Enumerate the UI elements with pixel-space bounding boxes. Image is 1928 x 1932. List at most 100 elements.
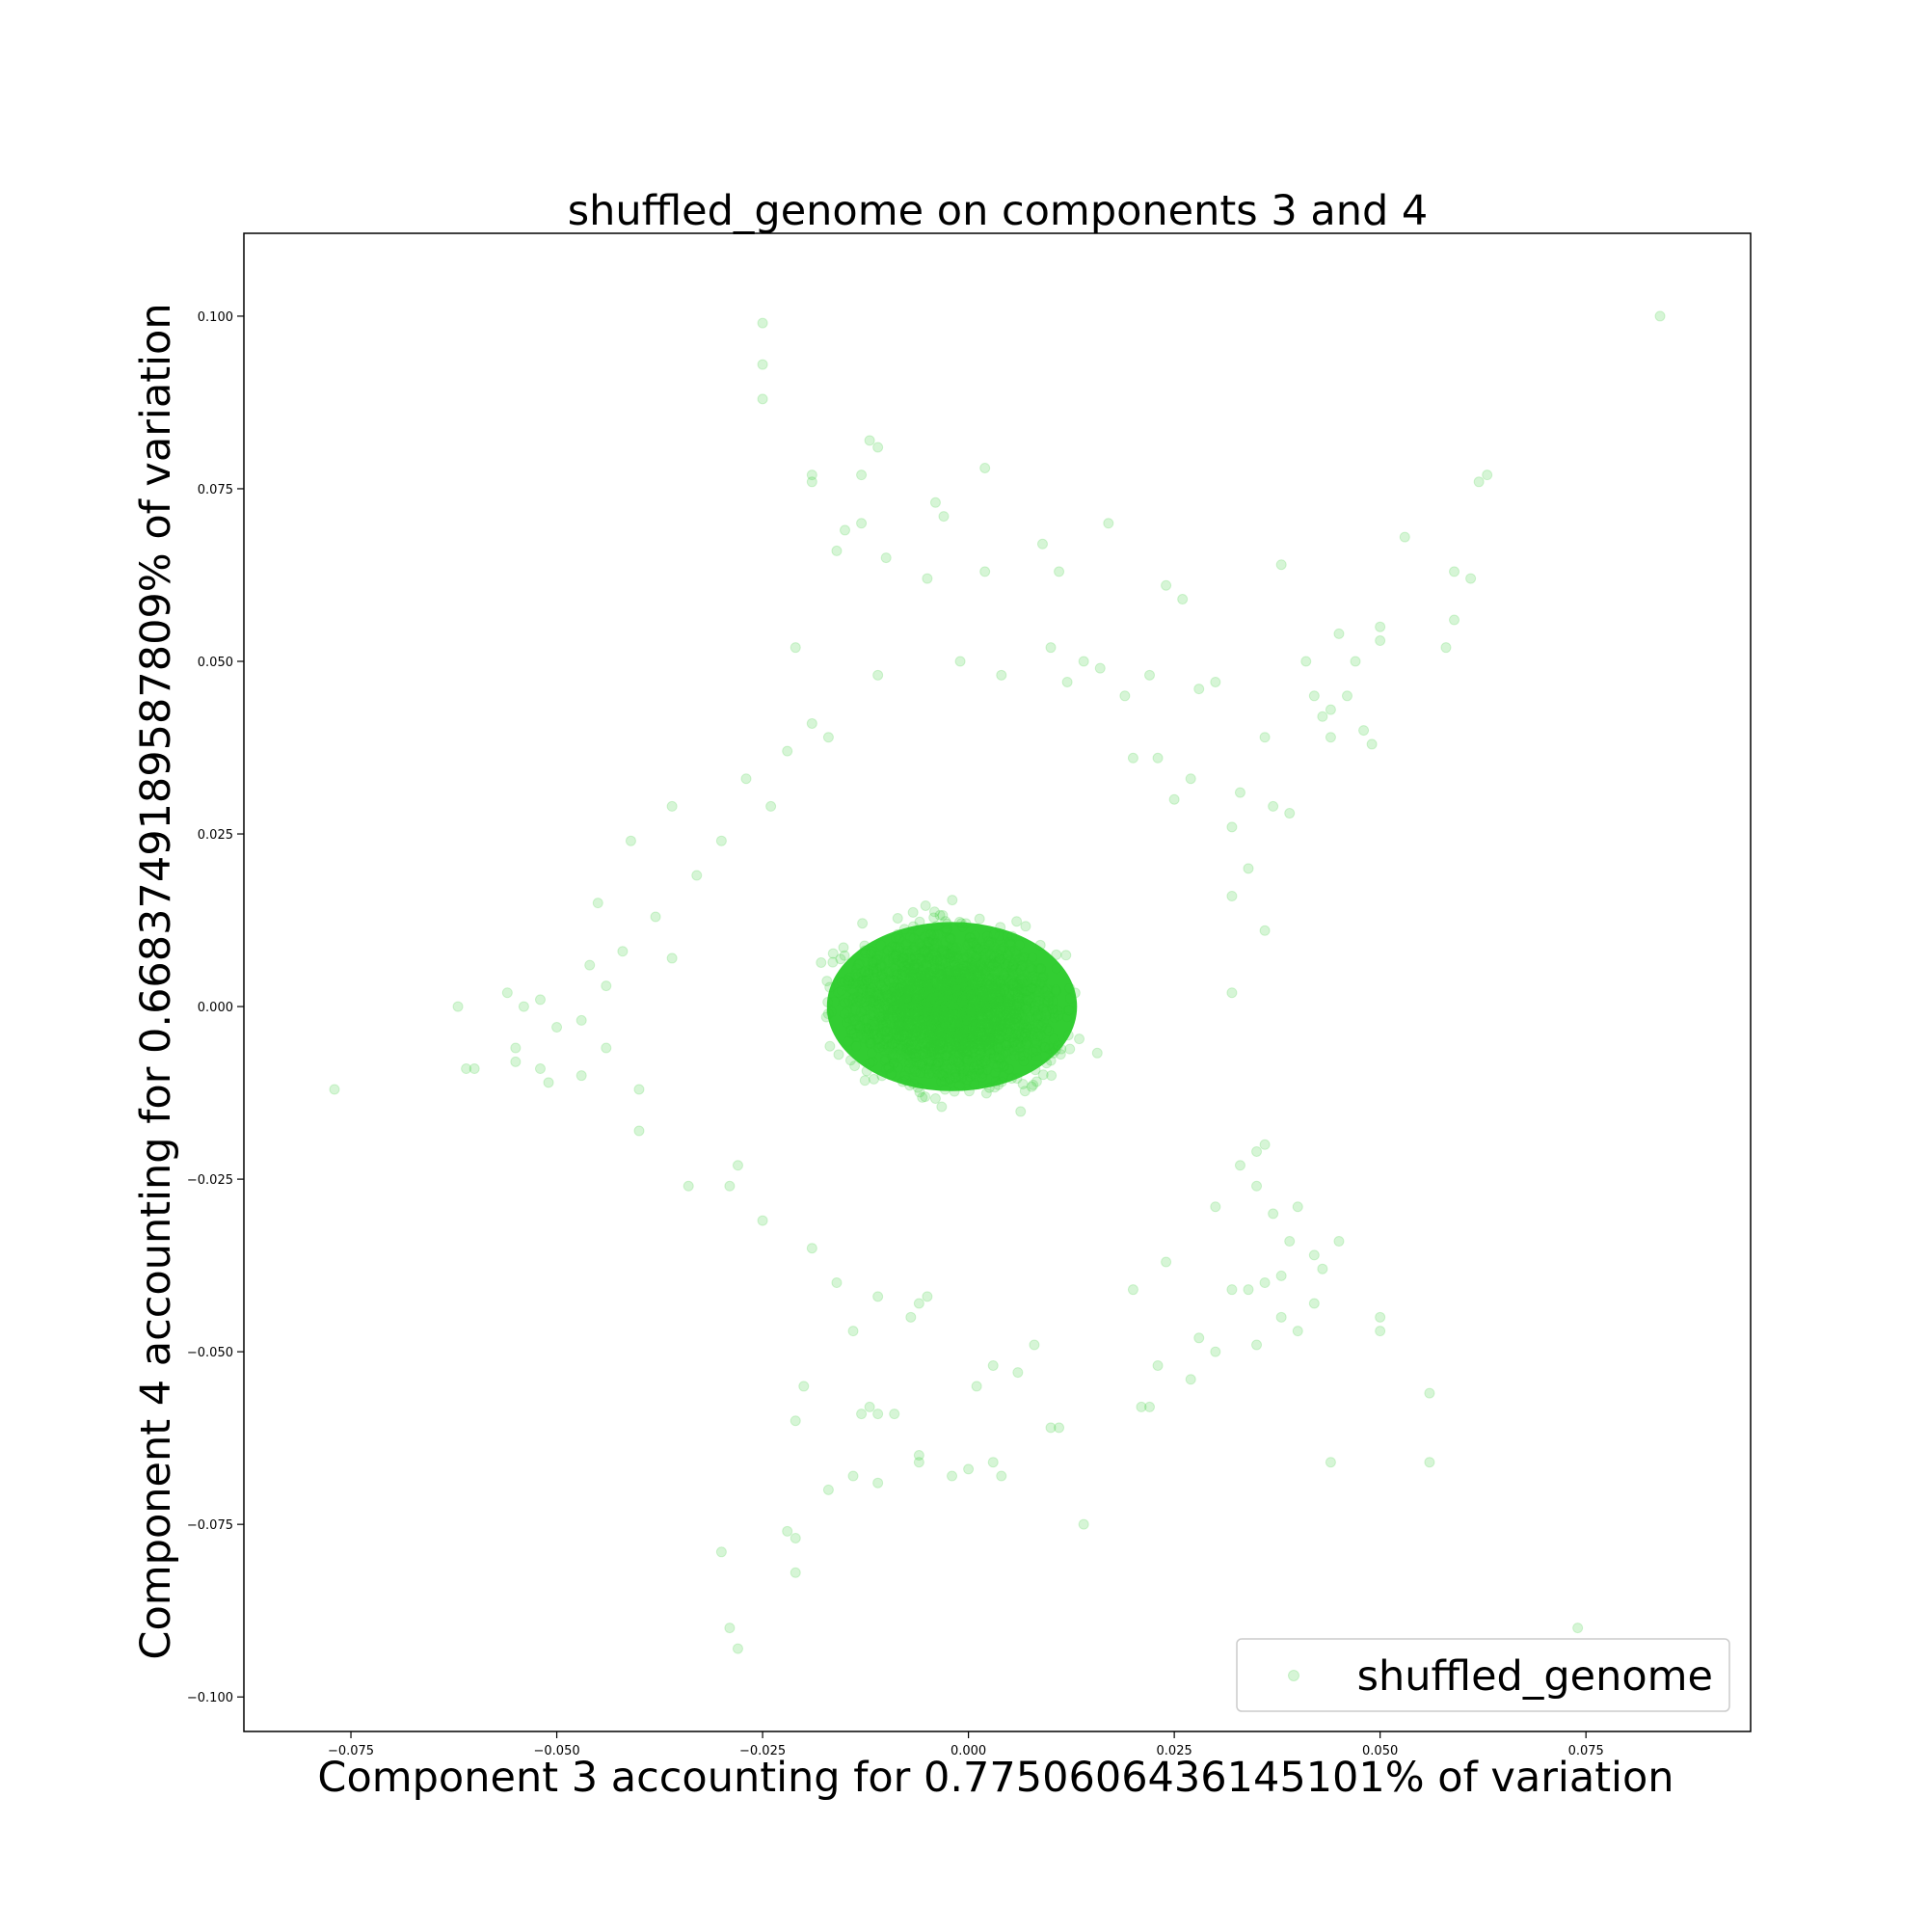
scatter-point: [926, 993, 938, 1005]
scatter-point: [907, 1078, 919, 1089]
scatter-point: [982, 1019, 994, 1031]
scatter-point: [1243, 1284, 1254, 1296]
scatter-point: [984, 1048, 996, 1060]
scatter-point: [901, 955, 913, 967]
scatter-point: [984, 1044, 996, 1056]
scatter-point: [971, 1017, 982, 1029]
scatter-point: [894, 992, 905, 1004]
scatter-point: [967, 1032, 978, 1043]
scatter-point: [947, 1470, 958, 1482]
scatter-point: [880, 1063, 892, 1075]
scatter-point: [967, 990, 978, 1002]
scatter-point: [996, 981, 1007, 993]
scatter-point: [957, 1014, 969, 1026]
scatter-point: [933, 982, 945, 994]
scatter-point: [973, 969, 984, 980]
scatter-point: [1001, 1039, 1012, 1051]
y-tick-label: 0.050: [198, 656, 233, 670]
scatter-point: [1043, 1025, 1055, 1036]
scatter-point: [956, 1016, 968, 1028]
scatter-point: [989, 1015, 1001, 1027]
scatter-point: [954, 1060, 966, 1072]
scatter-point: [1074, 1033, 1085, 1045]
scatter-point: [962, 1014, 974, 1026]
scatter-point: [954, 1027, 966, 1038]
scatter-point: [962, 1061, 974, 1073]
scatter-point: [923, 953, 934, 964]
scatter-points-layer: [329, 310, 1666, 1654]
scatter-point: [957, 1030, 969, 1041]
scatter-point: [976, 1001, 987, 1012]
scatter-point: [1040, 1009, 1052, 1021]
scatter-point: [822, 1484, 834, 1495]
scatter-point: [897, 953, 909, 964]
scatter-point: [973, 1033, 984, 1045]
scatter-point: [999, 1060, 1010, 1072]
scatter-point: [924, 1046, 935, 1058]
scatter-point: [879, 1026, 891, 1037]
scatter-point: [976, 946, 987, 957]
scatter-point: [902, 985, 914, 997]
scatter-point: [1041, 1022, 1053, 1033]
scatter-point: [850, 1005, 862, 1016]
scatter-point: [947, 1013, 958, 1025]
scatter-point: [943, 1035, 954, 1047]
scatter-point: [889, 1058, 900, 1069]
y-tick-label: −0.050: [187, 1346, 233, 1360]
scatter-point: [1041, 1058, 1053, 1069]
scatter-point: [1008, 1044, 1020, 1056]
scatter-point: [897, 952, 909, 963]
scatter-point: [945, 998, 956, 1009]
scatter-point: [897, 1012, 909, 1024]
scatter-point: [955, 1026, 967, 1037]
scatter-point: [965, 1032, 977, 1043]
scatter-point: [913, 1030, 924, 1041]
scatter-point: [964, 983, 976, 995]
scatter-point: [1036, 538, 1048, 550]
scatter-point: [1251, 1180, 1263, 1192]
scatter-point: [934, 909, 946, 921]
scatter-point: [1016, 984, 1028, 996]
scatter-point: [934, 996, 946, 1007]
scatter-point: [927, 933, 939, 945]
scatter-point: [993, 1020, 1004, 1032]
scatter-point: [948, 975, 959, 986]
scatter-point: [948, 943, 959, 954]
scatter-point: [939, 957, 951, 969]
scatter-point: [995, 1043, 1006, 1055]
scatter-point: [987, 1457, 999, 1468]
scatter-point: [998, 1038, 1009, 1050]
scatter-point: [935, 1037, 947, 1049]
scatter-point: [980, 1087, 992, 1099]
scatter-point: [1168, 793, 1180, 805]
scatter-point: [977, 999, 989, 1010]
scatter-point: [963, 990, 975, 1002]
scatter-point: [1210, 676, 1221, 687]
scatter-point: [831, 545, 843, 556]
scatter-point: [914, 1060, 925, 1071]
scatter-point: [901, 1042, 913, 1054]
scatter-point: [934, 963, 946, 975]
scatter-point: [969, 960, 980, 972]
scatter-point: [1127, 1284, 1138, 1296]
scatter-point: [993, 1042, 1004, 1054]
scatter-point: [1031, 1011, 1042, 1023]
scatter-point: [950, 979, 961, 990]
scatter-point: [872, 669, 884, 681]
scatter-point: [907, 969, 919, 980]
scatter-point: [982, 980, 994, 992]
scatter-point: [1012, 993, 1024, 1005]
scatter-point: [952, 998, 964, 1009]
scatter-point: [953, 1019, 965, 1031]
scatter-point: [961, 1045, 973, 1057]
scatter-point: [920, 986, 931, 998]
scatter-point: [903, 1044, 915, 1056]
scatter-point: [1004, 1002, 1015, 1013]
y-tick-label: 0.075: [198, 483, 233, 497]
scatter-point: [891, 979, 902, 991]
scatter-point: [1449, 614, 1460, 626]
scatter-point: [757, 393, 768, 405]
scatter-point: [978, 1058, 990, 1069]
scatter-point: [965, 1036, 977, 1048]
scatter-point: [1009, 988, 1021, 1000]
